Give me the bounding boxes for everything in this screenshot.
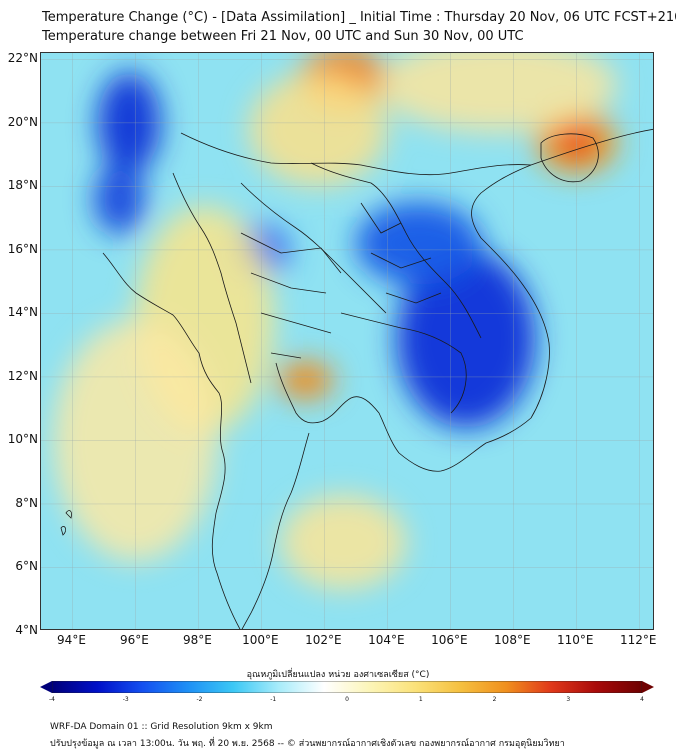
island-andaman-1 — [65, 510, 72, 519]
lat-tick-label: 22°N — [7, 51, 38, 66]
lon-tick-label: 100°E — [242, 633, 279, 647]
coastlines-borders — [60, 128, 653, 629]
field-mild-10 — [248, 72, 388, 187]
lon-tick-label: 98°E — [182, 633, 212, 647]
colorbar-gradient — [51, 681, 643, 693]
field-mild-11 — [377, 53, 618, 133]
colorbar-extend-low — [40, 681, 52, 693]
lat-tick-label: 10°N — [7, 432, 38, 447]
lat-tick-label: 4°N — [15, 623, 38, 637]
coastline-china-south — [530, 128, 653, 166]
border-myanmar-thai — [172, 172, 252, 384]
field-cold-1 — [94, 164, 145, 235]
lon-tick-label: 110°E — [557, 633, 594, 647]
border-cambodia — [340, 312, 467, 414]
map-panel[interactable] — [40, 52, 654, 630]
lat-tick-label: 8°N — [15, 495, 38, 510]
graticule — [41, 53, 653, 629]
island-andaman-2 — [60, 526, 67, 536]
footer-update-info: ปรับปรุงข้อมูล ณ เวลา 13:00น. วัน พฤ. ที… — [50, 739, 565, 749]
field-cold-2 — [396, 249, 536, 428]
colorbar-tick-label: 3 — [566, 696, 571, 703]
lat-tick-label: 20°N — [7, 114, 38, 129]
lat-tick-label: 16°N — [7, 241, 38, 256]
coastline-hainan — [540, 133, 599, 183]
border-china-north — [180, 132, 532, 176]
coastline-malay-east — [241, 432, 310, 629]
chart-subtitle: Temperature change between Fri 21 Nov, 0… — [42, 29, 524, 44]
coastline-andaman-penin — [211, 512, 241, 629]
colorbar-tick-label: 2 — [492, 696, 497, 703]
border-laos-vietnam — [310, 162, 482, 339]
province-lines-1 — [240, 232, 342, 359]
colorbar-tick-label: 0 — [345, 696, 349, 703]
coastline-gulf-thailand — [275, 362, 400, 454]
lat-tick-label: 18°N — [7, 178, 38, 193]
footer-model-info: WRF-DA Domain 01 :: Grid Resolution 9km … — [50, 722, 273, 732]
lon-tick-label: 112°E — [620, 633, 657, 647]
lat-tick-label: 14°N — [7, 305, 38, 320]
coastline-myanmar-west — [102, 252, 226, 514]
field-mild-12 — [280, 494, 407, 590]
colorbar-tick-label: -3 — [122, 696, 129, 703]
field-cold-3 — [355, 202, 482, 285]
colorbar-title: อุณหภูมิเปลี่ยนแปลง หน่วย องศาเซลเซียส (… — [246, 670, 430, 680]
colorbar-tick-label: -1 — [270, 696, 277, 703]
temperature-field — [53, 53, 618, 590]
lat-tick-label: 6°N — [15, 559, 38, 574]
lon-tick-label: 94°E — [57, 633, 86, 647]
colorbar-tick-label: 4 — [640, 696, 644, 703]
colorbar-tick-label: -4 — [49, 696, 55, 703]
chart-title: Temperature Change (°C) - [Data Assimila… — [42, 10, 676, 25]
field-warm-8 — [277, 361, 334, 400]
lon-tick-label: 96°E — [120, 633, 149, 647]
province-lines-2 — [360, 202, 442, 304]
lon-tick-label: 102°E — [305, 633, 342, 647]
border-thai-laos — [240, 182, 387, 314]
colorbar — [40, 681, 654, 693]
temperature-map[interactable] — [41, 53, 654, 630]
lon-tick-label: 108°E — [494, 633, 531, 647]
lat-tick-label: 12°N — [7, 368, 38, 383]
colorbar-tick-label: 1 — [418, 696, 423, 703]
lon-tick-label: 106°E — [431, 633, 468, 647]
colorbar-extend-high — [642, 681, 654, 693]
coastline-indochina-east — [398, 164, 550, 472]
lon-tick-label: 104°E — [368, 633, 405, 647]
colorbar-tick-label: -2 — [196, 696, 203, 703]
